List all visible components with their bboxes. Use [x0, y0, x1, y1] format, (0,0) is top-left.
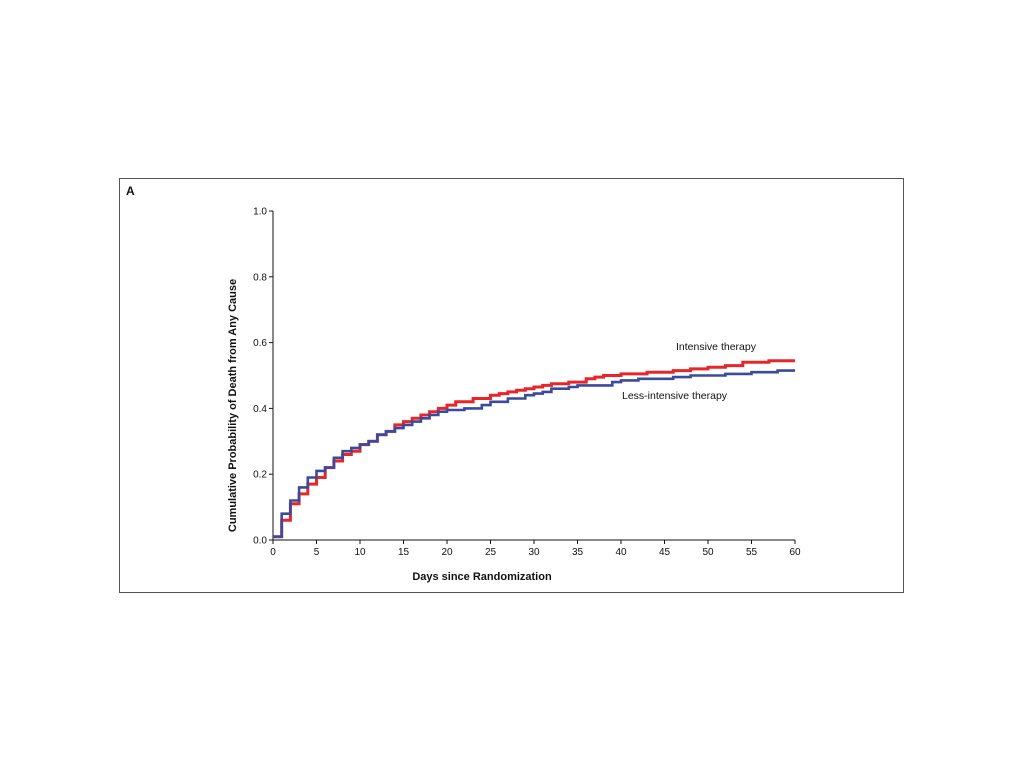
- series-label-intensive: Intensive therapy: [676, 341, 757, 353]
- x-tick-label: 30: [528, 547, 540, 558]
- x-axis-title: Days since Randomization: [412, 571, 552, 583]
- x-tick-label: 25: [485, 547, 497, 558]
- series-line-less-intensive: [273, 369, 795, 538]
- x-tick-label: 55: [746, 547, 758, 558]
- y-tick-label: 0.0: [253, 536, 267, 547]
- y-tick-label: 1.0: [253, 207, 267, 218]
- x-tick-label: 45: [659, 547, 671, 558]
- x-tick-label: 35: [572, 547, 584, 558]
- x-tick-label: 60: [789, 547, 801, 558]
- x-tick-label: 15: [398, 547, 410, 558]
- series-label-less-intensive: Less-intensive therapy: [622, 390, 728, 402]
- figure-panel: A 0 5 10 15 20 25 30 35 40 45 50 55 60 0.0 0.2 0.4 0.6 0.…: [119, 178, 904, 593]
- series-line-intensive: [273, 359, 795, 539]
- y-tick-label: 0.2: [253, 470, 267, 481]
- x-tick-label: 0: [270, 547, 276, 558]
- y-tick-label: 0.6: [253, 338, 267, 349]
- x-tick-label: 5: [314, 547, 320, 558]
- x-tick-label: 40: [615, 547, 627, 558]
- y-axis-title: Cumulative Probability of Death from Any…: [227, 279, 239, 532]
- y-tick-label: 0.8: [253, 272, 267, 283]
- x-tick-label: 20: [441, 547, 453, 558]
- y-tick-label: 0.4: [253, 404, 267, 415]
- x-tick-label: 50: [702, 547, 714, 558]
- plot-area: 0 5 10 15 20 25 30 35 40 45 50 55 60 0.0 0.2 0.4 0.6 0.8 1…: [227, 207, 801, 584]
- x-tick-label: 10: [354, 547, 366, 558]
- panel-letter: A: [126, 184, 135, 198]
- km-chart: A 0 5 10 15 20 25 30 35 40 45 50 55 60 0.0 0.2 0.4 0.6 0.…: [126, 184, 801, 584]
